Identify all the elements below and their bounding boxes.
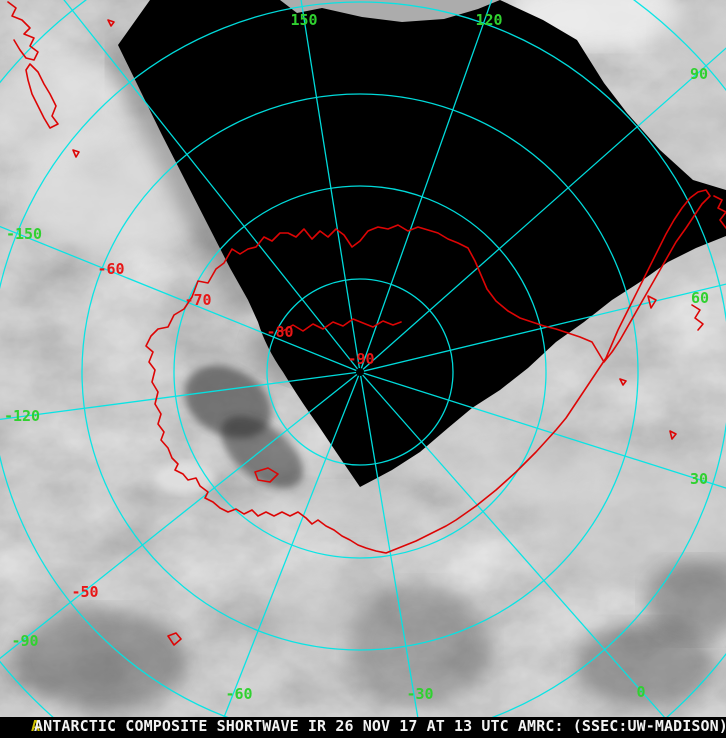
longitude-label: 30 (689, 470, 709, 488)
meridian-line-60 (363, 283, 726, 372)
longitude-label: 120 (475, 11, 503, 29)
longitude-label: 0 (636, 683, 646, 701)
antarctica-coastline (145, 189, 711, 554)
small-island (254, 467, 279, 483)
meridian-line-30 (363, 372, 726, 489)
longitude-label: 90 (689, 65, 709, 83)
small-island (619, 378, 627, 386)
missing-data-wedge (118, 0, 726, 487)
longitude-label: -120 (3, 407, 41, 425)
meridian-line--150 (0, 225, 357, 372)
latitude-label: -80 (266, 323, 294, 341)
latitude-label: -70 (184, 291, 212, 309)
meridian-line--90 (0, 373, 358, 660)
longitude-label: -150 (5, 225, 43, 243)
meridian-line-0 (362, 374, 684, 738)
longitude-label: 60 (690, 289, 710, 307)
small-island (167, 632, 182, 646)
longitude-label: 150 (290, 11, 318, 29)
top-edge-imagery-sliver (280, 0, 500, 22)
small-island (691, 304, 704, 331)
new-zealand-south-island-coastline (25, 63, 59, 129)
latitude-ring--70 (173, 185, 547, 559)
new-zealand-coastline (7, 1, 39, 61)
longitude-label: -90 (11, 632, 39, 650)
latitude-ring--80 (266, 278, 454, 466)
longitude-label: -30 (406, 685, 434, 703)
small-island (669, 430, 677, 440)
meridian-line-120 (360, 0, 493, 369)
latitude-label: -60 (97, 260, 125, 278)
coastline-layer (7, 1, 726, 646)
frame-marker-glyph: A (31, 717, 41, 735)
meridian-line--60 (215, 375, 360, 738)
latitude-ring--60 (81, 93, 639, 651)
meridian-line-150 (300, 0, 361, 369)
small-island (647, 295, 657, 309)
small-island (713, 195, 726, 229)
meridian-line--30 (360, 375, 422, 738)
meridian-line--120 (0, 371, 357, 421)
small-island (107, 19, 115, 27)
latitude-label: -50 (71, 583, 99, 601)
longitude-label: -60 (225, 685, 253, 703)
caption-text: ANTARCTIC COMPOSITE SHORTWAVE IR 26 NOV … (34, 717, 726, 735)
meridian-line-90 (362, 47, 726, 370)
latitude-label: -90 (347, 350, 375, 368)
ice-shelf-edge (282, 318, 402, 332)
caption-bar: A ANTARCTIC COMPOSITE SHORTWAVE IR 26 NO… (0, 717, 726, 738)
meridian-line-180 (63, 0, 359, 370)
small-island (72, 149, 80, 158)
